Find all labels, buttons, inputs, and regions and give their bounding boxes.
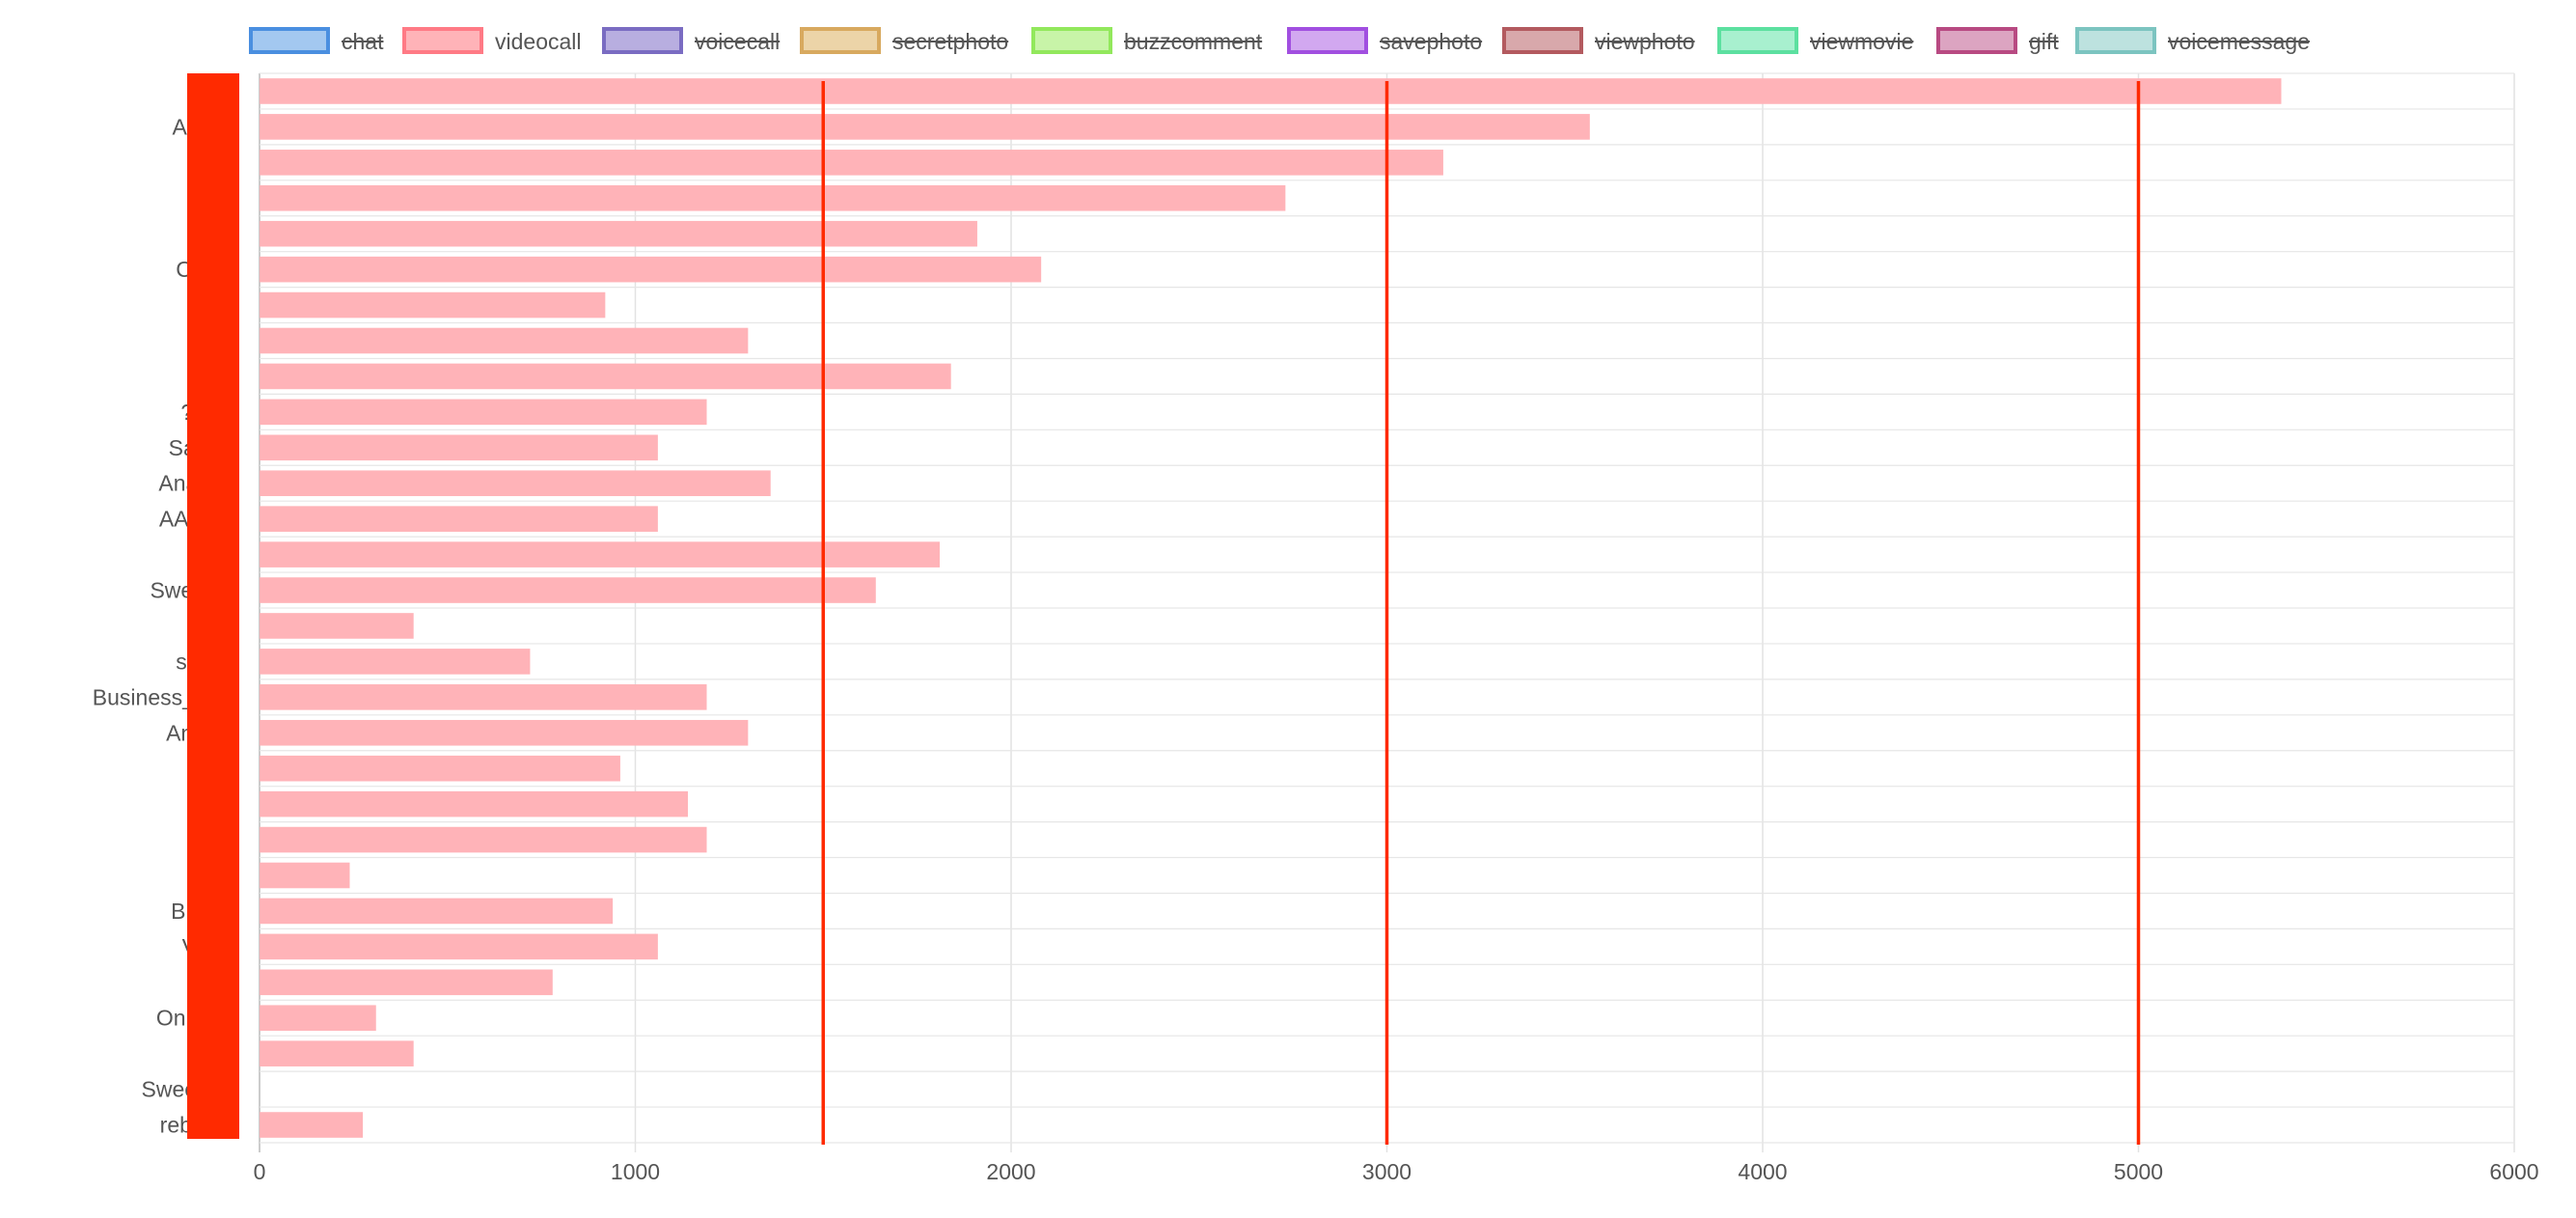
bar-27[interactable] — [260, 1005, 376, 1032]
legend-swatch-voicemessage[interactable] — [2075, 27, 2156, 54]
bar-8[interactable] — [260, 327, 749, 354]
legend-label-videocall[interactable]: videocall — [495, 29, 582, 54]
bar-25[interactable] — [260, 933, 658, 960]
bar-28[interactable] — [260, 1040, 414, 1066]
bar-15[interactable] — [260, 577, 876, 603]
bar-21[interactable] — [260, 790, 689, 817]
bar-13[interactable] — [260, 506, 658, 532]
x-tick-label: 1000 — [611, 1159, 660, 1184]
x-tick-label: 0 — [254, 1159, 266, 1184]
bar-12[interactable] — [260, 470, 771, 497]
bar-24[interactable] — [260, 898, 614, 925]
legend-swatch-secretphoto[interactable] — [800, 27, 881, 54]
x-tick-label: 6000 — [2489, 1159, 2538, 1184]
bar-7[interactable] — [260, 291, 606, 318]
bar-18[interactable] — [260, 684, 707, 710]
bar-10[interactable] — [260, 399, 707, 426]
x-tick-label: 2000 — [986, 1159, 1035, 1184]
bar-11[interactable] — [260, 434, 658, 461]
redaction-block — [187, 73, 239, 1139]
x-tick-label: 3000 — [1362, 1159, 1411, 1184]
bar-9[interactable] — [260, 363, 951, 390]
bar-1[interactable] — [260, 78, 2282, 104]
legend-swatch-buzzcomment[interactable] — [1031, 27, 1112, 54]
legend-swatch-gift[interactable] — [1936, 27, 2017, 54]
bar-19[interactable] — [260, 719, 749, 746]
bar-2[interactable] — [260, 114, 1590, 140]
bar-3[interactable] — [260, 150, 1443, 176]
legend-swatch-voicecall[interactable] — [602, 27, 683, 54]
bar-20[interactable] — [260, 755, 620, 782]
bar-17[interactable] — [260, 649, 531, 675]
legend-swatch-viewphoto[interactable] — [1502, 27, 1583, 54]
bar-30[interactable] — [260, 1112, 364, 1138]
x-tick-label: 4000 — [1738, 1159, 1787, 1184]
legend-swatch-viewmovie[interactable] — [1717, 27, 1798, 54]
legend-swatch-chat[interactable] — [249, 27, 330, 54]
bar-26[interactable] — [260, 969, 553, 996]
legend-swatch-videocall[interactable] — [402, 27, 483, 54]
bar-5[interactable] — [260, 220, 977, 247]
legend-swatch-savephoto[interactable] — [1287, 27, 1368, 54]
x-tick-label: 5000 — [2114, 1159, 2163, 1184]
bar-14[interactable] — [260, 541, 940, 567]
bar-22[interactable] — [260, 826, 707, 853]
bar-4[interactable] — [260, 184, 1286, 211]
bar-6[interactable] — [260, 256, 1042, 283]
bar-23[interactable] — [260, 862, 350, 889]
bar-16[interactable] — [260, 613, 414, 639]
